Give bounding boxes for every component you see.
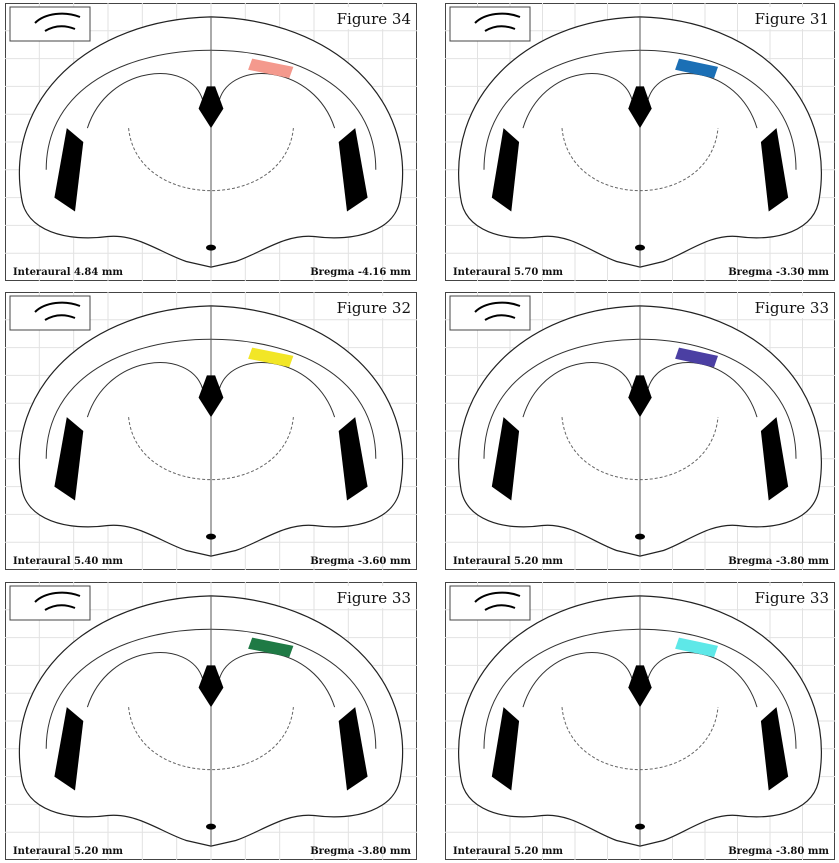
bregma-label: Bregma -3.80 mm [728, 556, 829, 567]
atlas-figures: Figure 34 Interaural 4.84 mm Bregma -4.16 … [0, 0, 839, 863]
aqueduct [635, 245, 645, 251]
interaural-label: Interaural 5.20 mm [13, 846, 123, 857]
figure-title: Figure 33 [755, 299, 829, 317]
bregma-label: Bregma -4.16 mm [310, 267, 411, 278]
bregma-label: Bregma -3.30 mm [728, 267, 829, 278]
figure-title: Figure 31 [755, 10, 829, 28]
interaural-label: Interaural 4.84 mm [13, 267, 123, 278]
aqueduct [635, 534, 645, 540]
aqueduct [206, 245, 216, 251]
inset [450, 7, 530, 41]
atlas-panel: Figure 32 Interaural 5.40 mm Bregma -3.60 … [5, 292, 417, 570]
interaural-label: Interaural 5.40 mm [13, 556, 123, 567]
aqueduct [635, 824, 645, 830]
figure-grid: Figure 34 Interaural 4.84 mm Bregma -4.16 … [0, 0, 839, 863]
atlas-panel: Figure 34 Interaural 4.84 mm Bregma -4.16 … [5, 3, 417, 281]
interaural-label: Interaural 5.70 mm [453, 267, 563, 278]
aqueduct [206, 534, 216, 540]
figure-title: Figure 34 [337, 10, 411, 28]
atlas-panel: Figure 31 Interaural 5.70 mm Bregma -3.30 … [445, 3, 835, 281]
atlas-panel: Figure 33 Interaural 5.20 mm Bregma -3.80 … [445, 292, 835, 570]
bregma-label: Bregma -3.60 mm [310, 556, 411, 567]
atlas-panel: Figure 33 Interaural 5.20 mm Bregma -3.80 … [5, 582, 417, 860]
inset [10, 7, 90, 41]
inset [450, 296, 530, 330]
inset [10, 586, 90, 620]
atlas-panel: Figure 33 Interaural 5.20 mm Bregma -3.80 … [445, 582, 835, 860]
figure-title: Figure 32 [337, 299, 411, 317]
inset [450, 586, 530, 620]
aqueduct [206, 824, 216, 830]
inset [10, 296, 90, 330]
figure-title: Figure 33 [755, 589, 829, 607]
figure-title: Figure 33 [337, 589, 411, 607]
bregma-label: Bregma -3.80 mm [728, 846, 829, 857]
bregma-label: Bregma -3.80 mm [310, 846, 411, 857]
interaural-label: Interaural 5.20 mm [453, 556, 563, 567]
interaural-label: Interaural 5.20 mm [453, 846, 563, 857]
